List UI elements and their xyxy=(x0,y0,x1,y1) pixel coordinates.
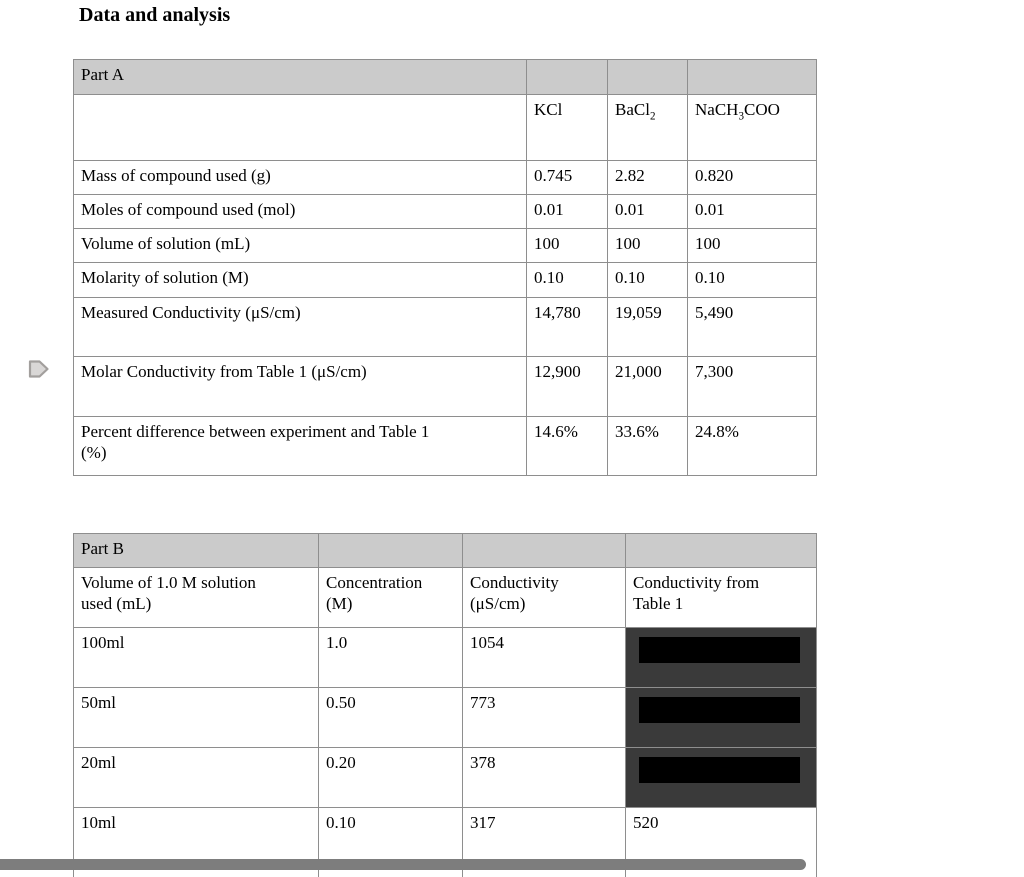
row-label: Molar Conductivity from Table 1 (μS/cm) xyxy=(73,356,527,417)
table-row: 20ml 0.20 378 xyxy=(73,747,817,808)
redaction-bar xyxy=(639,757,800,783)
data-cell: 0.01 xyxy=(607,194,688,229)
row-label: Measured Conductivity (μS/cm) xyxy=(73,297,527,357)
row-label: Percent difference between experiment an… xyxy=(73,416,527,476)
table-row: Molarity of solution (M) 0.10 0.10 0.10 xyxy=(73,262,817,298)
empty-header-cell xyxy=(687,59,817,95)
column-header-conductivity: Conductivity (μS/cm) xyxy=(462,567,626,628)
data-cell: 33.6% xyxy=(607,416,688,476)
data-cell: 0.10 xyxy=(526,262,608,298)
data-cell: 0.745 xyxy=(526,160,608,195)
data-cell: 0.10 xyxy=(607,262,688,298)
horizontal-scrollbar-thumb[interactable] xyxy=(0,859,806,870)
data-cell: 24.8% xyxy=(687,416,817,476)
row-label: Mass of compound used (g) xyxy=(73,160,527,195)
data-cell: 12,900 xyxy=(526,356,608,417)
part-a-column-header-row: KCl BaCl2 NaCH3COO xyxy=(73,94,817,161)
table-row: 100ml 1.0 1054 xyxy=(73,627,817,688)
volume-cell: 50ml xyxy=(73,687,319,748)
empty-header-cell xyxy=(462,533,626,568)
part-b-table: Part B Volume of 1.0 M solution used (mL… xyxy=(73,533,817,877)
data-cell: 0.01 xyxy=(687,194,817,229)
empty-header-cell xyxy=(625,533,817,568)
redacted-cell xyxy=(625,627,817,688)
column-header-concentration: Concentration (M) xyxy=(318,567,463,628)
redacted-cell xyxy=(625,687,817,748)
concentration-cell: 0.50 xyxy=(318,687,463,748)
column-header-conductivity-table1: Conductivity from Table 1 xyxy=(625,567,817,628)
redaction-bar xyxy=(639,637,800,663)
table-row: 10ml 0.10 317 520 xyxy=(73,807,817,877)
data-cell: 100 xyxy=(526,228,608,263)
empty-header-cell xyxy=(607,59,688,95)
row-label: Volume of solution (mL) xyxy=(73,228,527,263)
part-b-title-cell: Part B xyxy=(73,533,319,568)
table-row: Measured Conductivity (μS/cm) 14,780 19,… xyxy=(73,297,817,357)
volume-cell: 20ml xyxy=(73,747,319,808)
column-header-bacl2: BaCl2 xyxy=(607,94,688,161)
section-heading: Data and analysis xyxy=(79,4,231,26)
redaction-bar xyxy=(639,697,800,723)
column-header-nach3coo: NaCH3COO xyxy=(687,94,817,161)
data-cell: 21,000 xyxy=(607,356,688,417)
part-b-column-header-row: Volume of 1.0 M solution used (mL) Conce… xyxy=(73,567,817,628)
empty-cell xyxy=(73,94,527,161)
concentration-cell: 1.0 xyxy=(318,627,463,688)
data-cell: 7,300 xyxy=(687,356,817,417)
redacted-cell xyxy=(625,747,817,808)
column-header-kcl: KCl xyxy=(526,94,608,161)
concentration-cell: 0.20 xyxy=(318,747,463,808)
table-row: Percent difference between experiment an… xyxy=(73,416,817,476)
part-b-title-row: Part B xyxy=(73,533,817,568)
conductivity-cell: 1054 xyxy=(462,627,626,688)
data-cell: 19,059 xyxy=(607,297,688,357)
row-label: Moles of compound used (mol) xyxy=(73,194,527,229)
empty-header-cell xyxy=(318,533,463,568)
table-row: 50ml 0.50 773 xyxy=(73,687,817,748)
conductivity-cell: 773 xyxy=(462,687,626,748)
row-label: Molarity of solution (M) xyxy=(73,262,527,298)
data-cell: 5,490 xyxy=(687,297,817,357)
data-cell: 0.10 xyxy=(687,262,817,298)
data-cell: 100 xyxy=(607,228,688,263)
part-a-title-cell: Part A xyxy=(73,59,527,95)
table-row: Mass of compound used (g) 0.745 2.82 0.8… xyxy=(73,160,817,195)
data-cell: 0.01 xyxy=(526,194,608,229)
data-cell: 100 xyxy=(687,228,817,263)
data-cell: 2.82 xyxy=(607,160,688,195)
empty-header-cell xyxy=(526,59,608,95)
table-row: Molar Conductivity from Table 1 (μS/cm) … xyxy=(73,356,817,417)
part-a-table: Part A KCl BaCl2 NaCH3COO Mass of compou… xyxy=(73,59,817,476)
data-cell: 0.820 xyxy=(687,160,817,195)
table-row: Moles of compound used (mol) 0.01 0.01 0… xyxy=(73,194,817,229)
data-cell: 14.6% xyxy=(526,416,608,476)
margin-comment-marker-icon[interactable] xyxy=(28,359,50,379)
part-a-title-row: Part A xyxy=(73,59,817,95)
volume-cell: 100ml xyxy=(73,627,319,688)
conductivity-cell: 378 xyxy=(462,747,626,808)
data-cell: 14,780 xyxy=(526,297,608,357)
table-row: Volume of solution (mL) 100 100 100 xyxy=(73,228,817,263)
column-header-volume: Volume of 1.0 M solution used (mL) xyxy=(73,567,319,628)
